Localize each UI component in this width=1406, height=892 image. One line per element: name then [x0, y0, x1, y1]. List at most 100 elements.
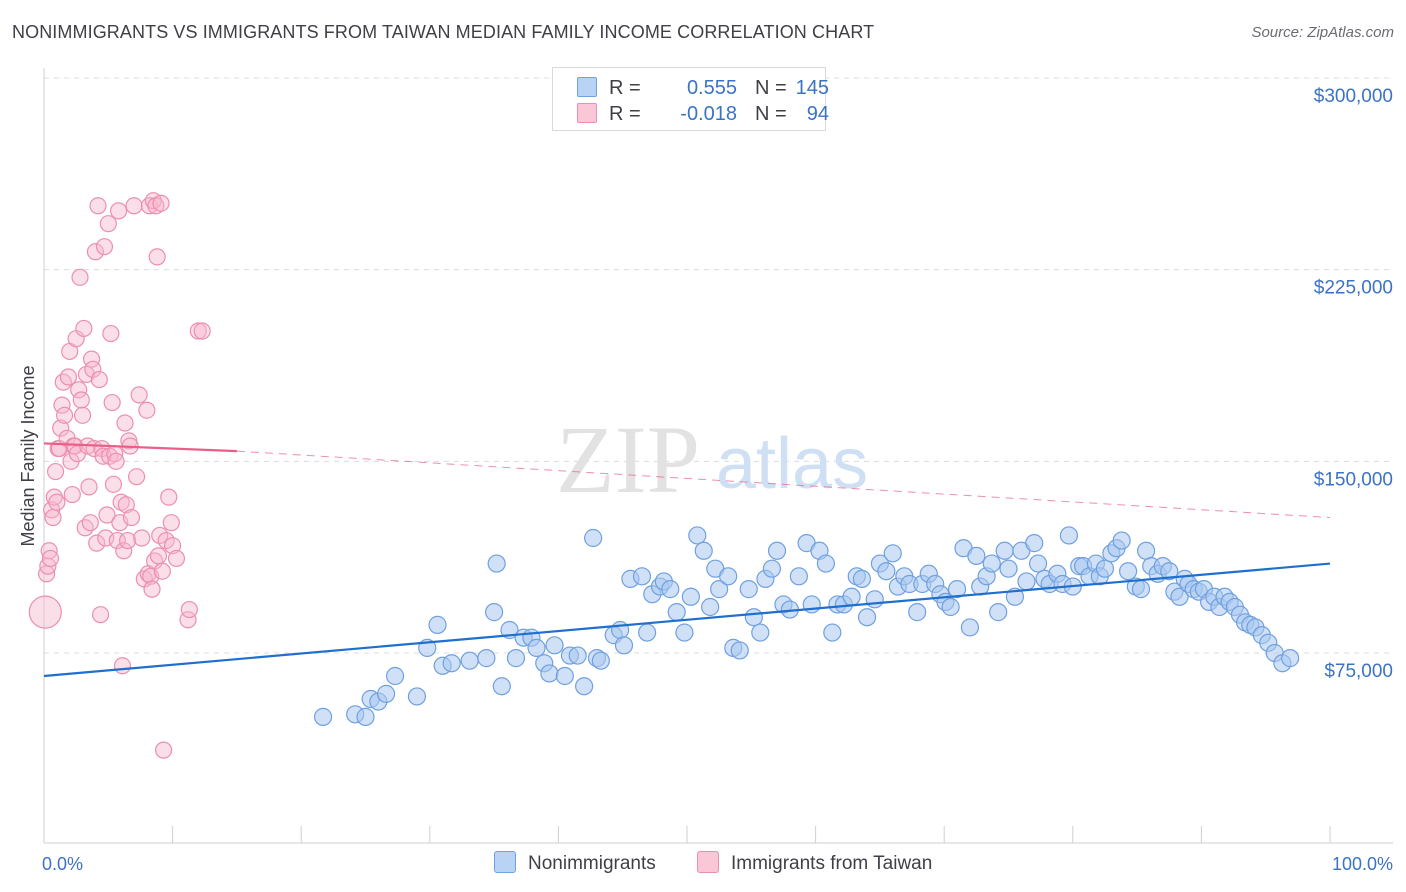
nonimmigrant-point-41 — [661, 580, 680, 599]
taiwan-point-90 — [167, 549, 186, 568]
nonimmigrant-point-11 — [442, 654, 461, 673]
nonimmigrant-point-116 — [1112, 531, 1131, 550]
y-tick-label-1: $150,000 — [1314, 469, 1393, 490]
watermark-atlas: atlas — [716, 424, 868, 504]
taiwan-point-42 — [91, 606, 110, 624]
legend-n-label: N = — [755, 77, 787, 99]
taiwan-point-39 — [88, 534, 106, 552]
bottom-legend-swatch-blue — [494, 851, 516, 873]
taiwan-point-40 — [89, 197, 107, 215]
legend-r-value: 0.555 — [686, 77, 737, 99]
taiwan-point-92 — [180, 600, 198, 619]
nonimmigrants-trend-line — [43, 562, 1331, 678]
nonimmigrant-point-65 — [816, 554, 835, 573]
nonimmigrant-point-87 — [947, 580, 967, 599]
taiwan-point-34 — [81, 514, 99, 532]
series-immigrants-from-taiwan — [28, 192, 211, 759]
taiwan-point-83 — [152, 194, 170, 212]
taiwan-point-45 — [95, 238, 114, 256]
taiwan-point-63 — [118, 531, 137, 550]
nonimmigrant-point-28 — [575, 677, 594, 696]
y-tick-label-2: $225,000 — [1314, 278, 1393, 299]
nonimmigrant-point-120 — [1137, 541, 1156, 560]
taiwan-point-6 — [44, 508, 62, 527]
taiwan-point-50 — [102, 324, 120, 343]
taiwan-point-41 — [90, 370, 108, 389]
series-nonimmigrants — [313, 526, 1300, 726]
taiwan-point-12 — [52, 419, 70, 437]
taiwan-point-85 — [154, 741, 173, 759]
nonimmigrant-point-23 — [540, 664, 559, 683]
axes — [43, 68, 1393, 844]
nonimmigrant-point-126 — [1170, 587, 1189, 606]
nonimmigrant-point-76 — [883, 544, 902, 563]
taiwan-point-38 — [86, 243, 105, 261]
nonimmigrant-point-99 — [1017, 572, 1036, 591]
nonimmigrant-point-124 — [1160, 562, 1179, 581]
taiwan-point-62 — [117, 496, 135, 514]
nonimmigrant-point-90 — [967, 546, 986, 565]
nonimmigrant-point-73 — [865, 590, 884, 609]
chart-title: NONIMMIGRANTS VS IMMIGRANTS FROM TAIWAN … — [12, 22, 875, 42]
legend-n-value: 94 — [806, 103, 829, 125]
taiwan-point-84 — [153, 562, 171, 580]
nonimmigrant-point-43 — [675, 623, 694, 642]
nonimmigrant-point-75 — [877, 562, 896, 581]
nonimmigrant-point-36 — [632, 567, 652, 586]
nonimmigrant-point-37 — [638, 623, 657, 642]
nonimmigrant-point-6 — [385, 666, 405, 686]
taiwan-point-61 — [116, 414, 134, 432]
nonimmigrant-point-55 — [751, 623, 770, 642]
nonimmigrant-point-57 — [762, 559, 781, 578]
nonimmigrant-point-101 — [1028, 554, 1048, 573]
nonimmigrant-point-42 — [667, 603, 686, 622]
y-tick-label-3: $300,000 — [1314, 86, 1393, 107]
taiwan-point-59 — [113, 657, 132, 675]
taiwan-point-30 — [76, 519, 94, 537]
chart-source: Source: ZipAtlas.com — [1251, 24, 1394, 41]
nonimmigrant-point-89 — [960, 618, 980, 637]
nonimmigrant-point-95 — [995, 541, 1014, 560]
bottom-legend-label-nonimmigrants: Nonimmigrants — [528, 853, 656, 874]
taiwan-point-33 — [80, 478, 98, 496]
legend-r-label: R = — [609, 77, 641, 99]
taiwan-point-4 — [41, 549, 60, 568]
trend-lines — [43, 442, 1331, 678]
taiwan-point-69 — [130, 386, 148, 404]
nonimmigrant-point-66 — [823, 623, 842, 642]
taiwan-point-8 — [46, 462, 65, 481]
taiwan-point-20 — [63, 485, 81, 504]
taiwan-point-72 — [138, 401, 156, 419]
nonimmigrant-point-119 — [1131, 580, 1151, 599]
taiwan-point-17 — [59, 368, 78, 386]
legend-swatch-pink — [577, 103, 597, 123]
taiwan-point-26 — [71, 268, 89, 286]
nonimmigrant-point-2 — [356, 707, 375, 726]
nonimmigrant-point-34 — [614, 636, 634, 655]
legend-n-label: N = — [755, 103, 787, 125]
nonimmigrant-point-0 — [313, 707, 333, 726]
taiwan-point-80 — [148, 248, 166, 266]
taiwan-point-66 — [122, 508, 141, 527]
nonimmigrant-point-117 — [1118, 562, 1138, 581]
nonimmigrant-point-27 — [568, 646, 587, 665]
taiwan-trend-extension — [236, 450, 1331, 519]
taiwan-point-93 — [189, 322, 207, 340]
nonimmigrant-point-58 — [767, 541, 787, 560]
nonimmigrant-point-47 — [701, 597, 720, 617]
nonimmigrant-point-52 — [730, 641, 749, 660]
taiwan-point-36 — [84, 360, 102, 378]
taiwan-point-94 — [193, 322, 211, 340]
nonimmigrant-point-16 — [492, 677, 511, 696]
taiwan-point-81 — [149, 547, 168, 565]
nonimmigrant-point-14 — [485, 603, 504, 622]
nonimmigrant-point-113 — [1095, 559, 1115, 578]
nonimmigrant-point-106 — [1059, 526, 1079, 545]
taiwan-point-15 — [55, 406, 74, 424]
taiwan-point-13 — [53, 396, 71, 414]
nonimmigrant-point-21 — [527, 638, 546, 657]
bottom-legend-nonimmigrants: Nonimmigrants — [494, 851, 656, 875]
bottom-legend-taiwan: Immigrants from Taiwan — [697, 851, 932, 875]
nonimmigrant-point-69 — [842, 587, 861, 606]
